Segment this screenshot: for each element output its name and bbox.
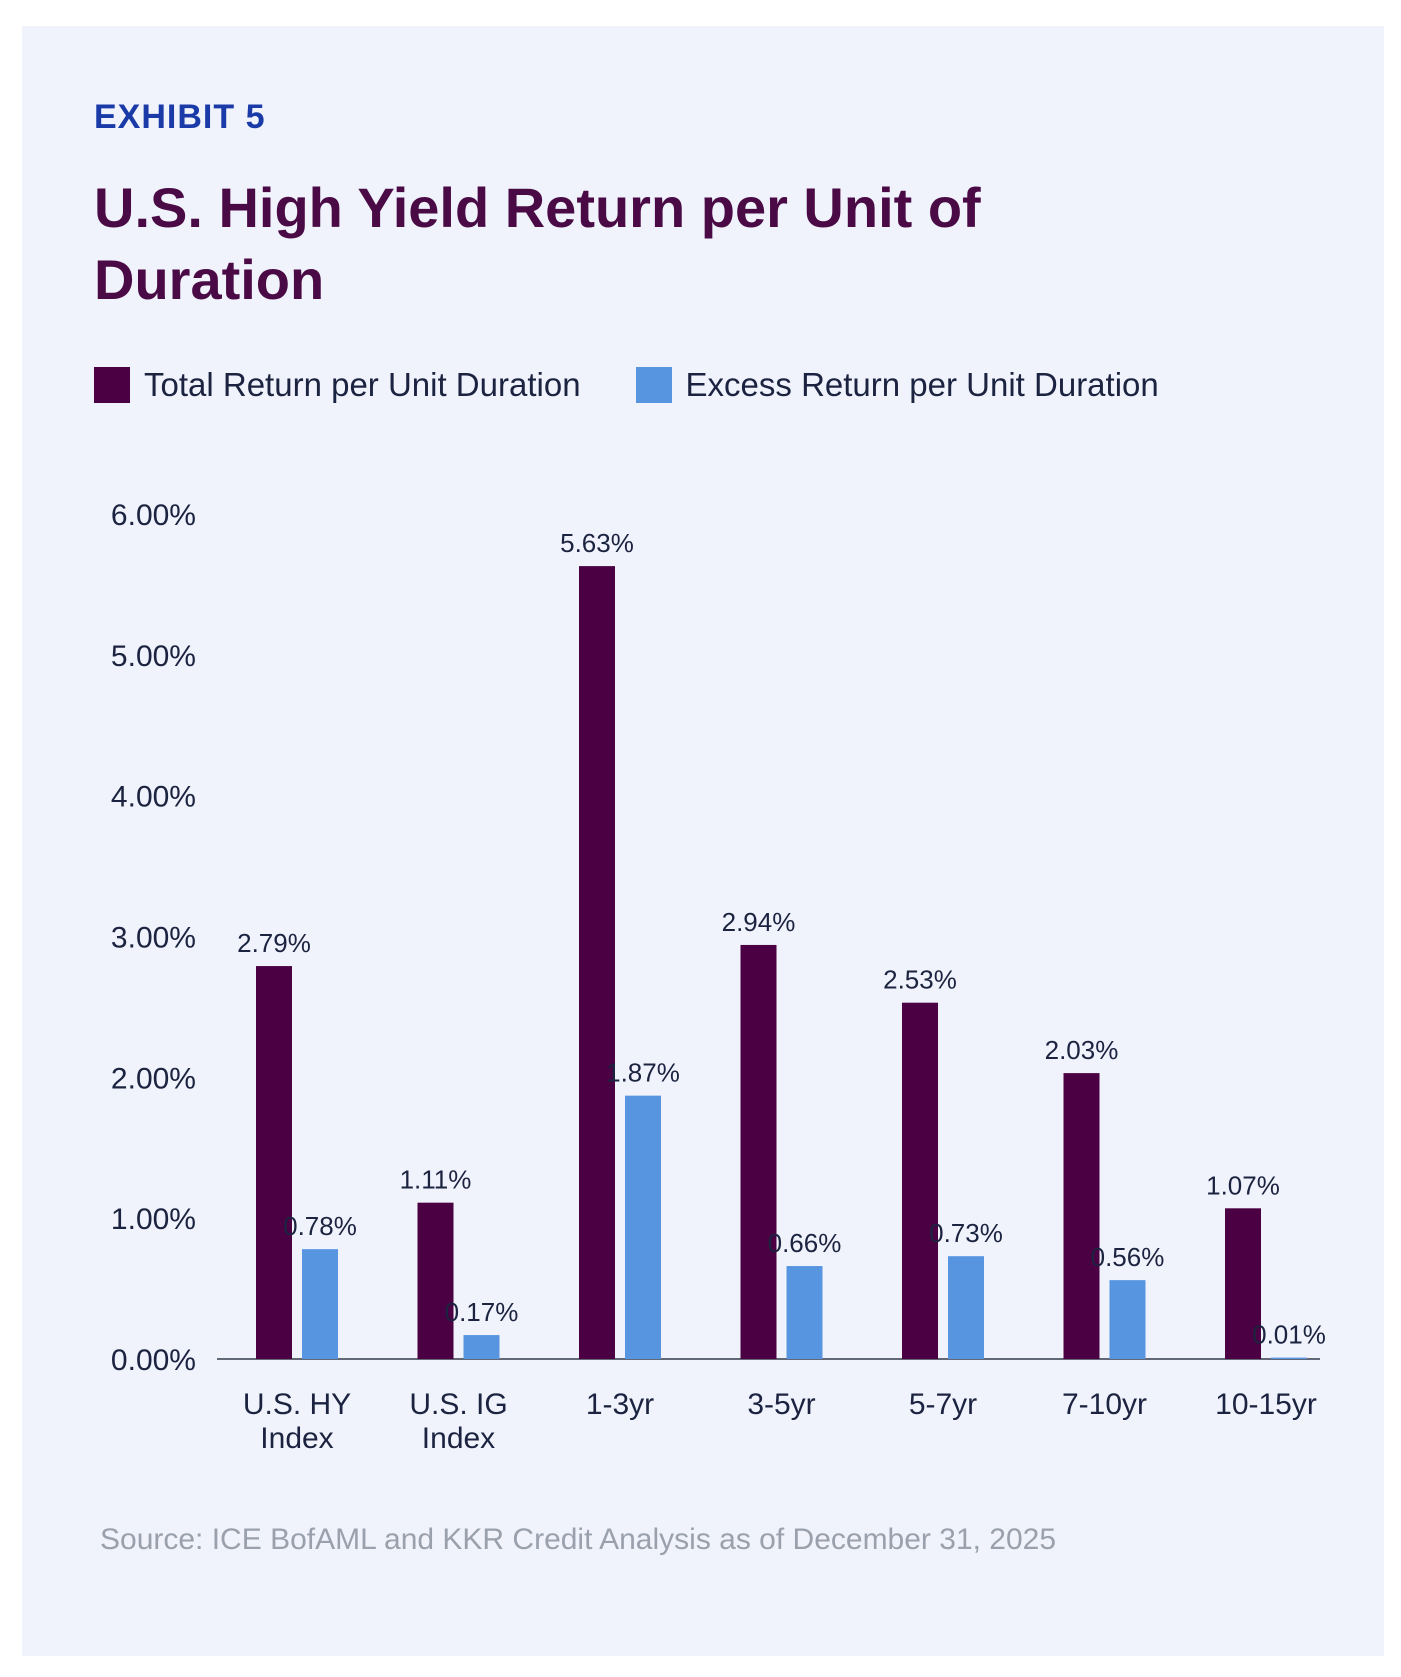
- y-tick-label: 4.00%: [111, 781, 196, 814]
- data-label-total: 2.79%: [237, 928, 311, 958]
- source-note: Source: ICE BofAML and KKR Credit Analys…: [100, 1523, 1057, 1556]
- x-tick-label: 7-10yr: [1062, 1388, 1147, 1421]
- data-label-excess: 0.01%: [1252, 1320, 1326, 1350]
- x-tick-label: U.S. IG: [409, 1388, 507, 1421]
- x-tick-label: 10-15yr: [1215, 1388, 1317, 1421]
- bar-excess: [948, 1256, 984, 1359]
- bar-total: [1225, 1208, 1261, 1359]
- y-tick-label: 5.00%: [111, 640, 196, 673]
- exhibit-label: EXHIBIT 5: [94, 98, 266, 136]
- data-label-excess: 1.87%: [606, 1058, 680, 1088]
- data-label-total: 2.53%: [883, 965, 957, 995]
- x-tick-label: 3-5yr: [747, 1388, 815, 1421]
- bar-excess: [1271, 1357, 1307, 1359]
- x-tick-label: Index: [422, 1422, 495, 1455]
- y-tick-label: 3.00%: [111, 922, 196, 955]
- legend: Total Return per Unit Duration Excess Re…: [94, 365, 1214, 405]
- x-tick-label: 1-3yr: [586, 1388, 654, 1421]
- data-label-total: 2.94%: [722, 907, 796, 937]
- bar-excess: [302, 1249, 338, 1359]
- data-label-excess: 0.56%: [1091, 1242, 1165, 1272]
- legend-item-excess: Excess Return per Unit Duration: [635, 366, 1159, 404]
- y-tick-label: 6.00%: [111, 499, 196, 532]
- data-label-excess: 0.73%: [929, 1218, 1003, 1248]
- legend-label-total: Total Return per Unit Duration: [144, 366, 581, 403]
- legend-swatch-excess: [635, 367, 672, 403]
- data-label-excess: 0.78%: [283, 1211, 357, 1241]
- bar-total: [1063, 1073, 1100, 1359]
- bar-excess: [1109, 1280, 1146, 1359]
- y-tick-label: 1.00%: [111, 1203, 196, 1236]
- bar-total: [256, 966, 292, 1359]
- bar-total: [902, 1002, 938, 1359]
- data-label-total: 2.03%: [1045, 1035, 1119, 1065]
- bar-total: [417, 1202, 454, 1359]
- legend-swatch-total: [94, 367, 130, 403]
- bar-total: [740, 944, 777, 1359]
- data-label-total: 1.11%: [400, 1165, 472, 1195]
- data-label-excess: 0.66%: [768, 1228, 842, 1258]
- bar-excess: [463, 1335, 500, 1359]
- x-tick-label: Index: [260, 1422, 333, 1455]
- data-label-total: 5.63%: [560, 528, 634, 558]
- chart-title: U.S. High Yield Return per Unit of Durat…: [94, 176, 981, 311]
- bar-total: [579, 566, 615, 1359]
- chart-card: [22, 26, 1384, 1656]
- data-label-excess: 0.17%: [445, 1297, 519, 1327]
- x-tick-label: U.S. HY: [243, 1388, 351, 1421]
- y-tick-label: 2.00%: [111, 1062, 196, 1095]
- y-tick-label: 0.00%: [111, 1344, 196, 1377]
- data-label-total: 1.07%: [1206, 1170, 1280, 1200]
- x-tick-label: 5-7yr: [909, 1388, 977, 1421]
- bar-excess: [625, 1095, 661, 1359]
- legend-item-total: Total Return per Unit Duration: [94, 366, 581, 404]
- bar-excess: [786, 1266, 823, 1359]
- legend-label-excess: Excess Return per Unit Duration: [685, 366, 1159, 403]
